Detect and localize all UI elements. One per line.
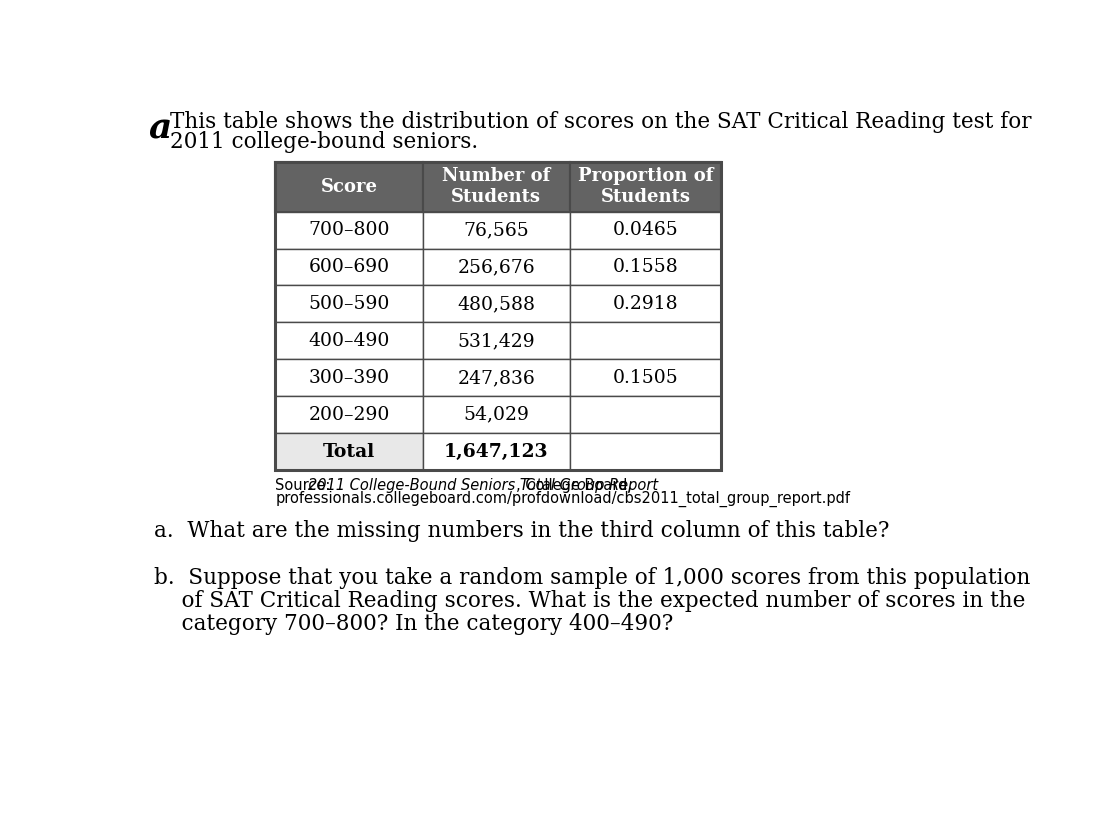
Bar [276, 248, 423, 285]
Bar [276, 162, 721, 471]
Bar [423, 396, 569, 433]
Text: 2011 College-Bound Seniors Total Group Report: 2011 College-Bound Seniors Total Group R… [308, 478, 658, 493]
Text: Proportion of
Students: Proportion of Students [578, 167, 713, 206]
Text: 0.2918: 0.2918 [612, 295, 678, 313]
Bar [276, 322, 423, 359]
Text: 0.1505: 0.1505 [612, 369, 678, 387]
Bar [276, 433, 423, 471]
Bar [569, 359, 721, 396]
Bar [423, 359, 569, 396]
Text: Total: Total [323, 443, 375, 461]
Text: of SAT Critical Reading scores. What is the expected number of scores in the: of SAT Critical Reading scores. What is … [155, 590, 1025, 612]
Text: 531,429: 531,429 [457, 332, 535, 350]
Bar [569, 322, 721, 359]
Text: a: a [148, 112, 171, 145]
Text: 256,676: 256,676 [457, 258, 535, 276]
Text: 200–290: 200–290 [308, 406, 390, 424]
Bar [276, 162, 423, 211]
Text: 480,588: 480,588 [457, 295, 535, 313]
Text: Source:: Source: [276, 478, 335, 493]
Text: professionals.collegeboard.com/profdownload/cbs2011_total_group_report.pdf: professionals.collegeboard.com/profdownl… [276, 491, 851, 508]
Text: 700–800: 700–800 [308, 221, 390, 239]
Text: 247,836: 247,836 [457, 369, 535, 387]
Text: 400–490: 400–490 [308, 332, 390, 350]
Bar [569, 433, 721, 471]
Bar [276, 396, 423, 433]
Bar [569, 285, 721, 322]
Text: 500–590: 500–590 [308, 295, 390, 313]
Bar [276, 211, 423, 248]
Text: a.  What are the missing numbers in the third column of this table?: a. What are the missing numbers in the t… [155, 520, 890, 542]
Bar [423, 322, 569, 359]
Text: 1,647,123: 1,647,123 [444, 443, 548, 461]
Bar [569, 211, 721, 248]
Bar [569, 248, 721, 285]
Text: Score: Score [321, 178, 377, 195]
Bar [423, 162, 569, 211]
Bar [276, 359, 423, 396]
Bar [569, 396, 721, 433]
Text: category 700–800? In the category 400–490?: category 700–800? In the category 400–49… [155, 612, 674, 635]
Text: 54,029: 54,029 [464, 406, 529, 424]
Text: 600–690: 600–690 [309, 258, 389, 276]
Bar [569, 162, 721, 211]
Bar [423, 433, 569, 471]
Bar [423, 285, 569, 322]
Text: , College Board,: , College Board, [515, 478, 632, 493]
Bar [276, 285, 423, 322]
Bar [423, 248, 569, 285]
Text: 0.1558: 0.1558 [612, 258, 678, 276]
Bar [423, 211, 569, 248]
Text: 0.0465: 0.0465 [612, 221, 678, 239]
Text: 2011 college-bound seniors.: 2011 college-bound seniors. [170, 131, 478, 153]
Text: 300–390: 300–390 [309, 369, 389, 387]
Text: This table shows the distribution of scores on the SAT Critical Reading test for: This table shows the distribution of sco… [170, 112, 1032, 133]
Text: Number of
Students: Number of Students [442, 167, 551, 206]
Text: 76,565: 76,565 [464, 221, 529, 239]
Text: b.  Suppose that you take a random sample of 1,000 scores from this population: b. Suppose that you take a random sample… [155, 566, 1031, 588]
